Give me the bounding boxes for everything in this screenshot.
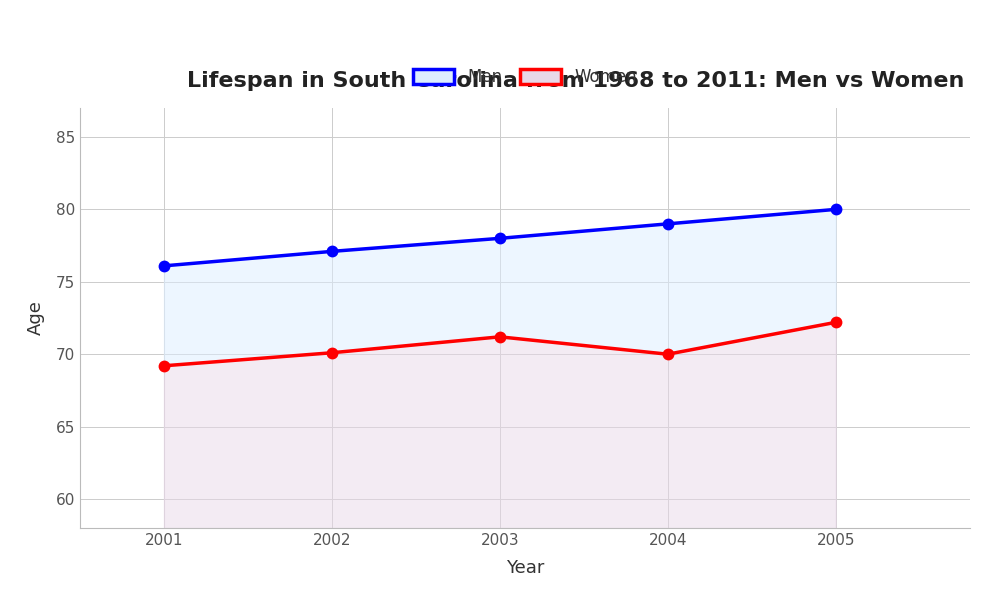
Legend: Men, Women: Men, Women — [406, 62, 644, 93]
X-axis label: Year: Year — [506, 559, 544, 577]
Y-axis label: Age: Age — [27, 301, 45, 335]
Text: Lifespan in South Carolina from 1968 to 2011: Men vs Women: Lifespan in South Carolina from 1968 to … — [187, 71, 964, 91]
